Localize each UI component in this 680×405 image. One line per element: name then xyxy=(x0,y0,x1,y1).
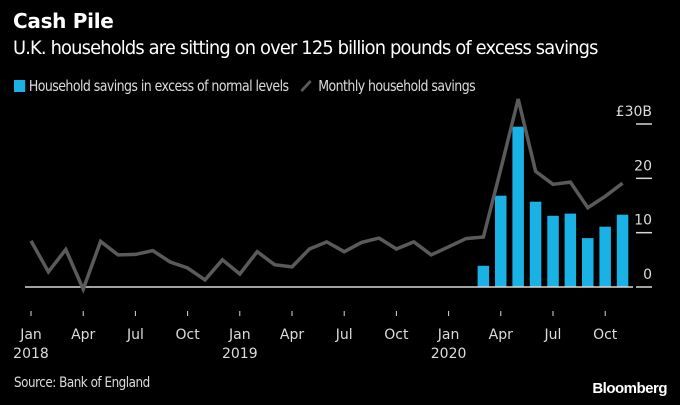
bar-2020-06 xyxy=(529,201,542,287)
x-tick-label: Jan xyxy=(228,327,251,343)
x-tick-label: Apr xyxy=(280,327,304,343)
x-tick-label: Jul xyxy=(126,327,144,343)
legend-bar-label: Household savings in excess of normal le… xyxy=(28,77,289,95)
chart-title: Cash Pile xyxy=(13,9,114,33)
x-tick-label: Jan xyxy=(437,327,460,343)
x-tick-label: Jul xyxy=(335,327,353,343)
x-tick-label: Oct xyxy=(593,327,618,343)
x-tick-label: Apr xyxy=(489,327,513,343)
monthly-savings-line xyxy=(29,98,624,294)
x-tick-label: Oct xyxy=(175,327,200,343)
bar-2020-09 xyxy=(582,238,594,287)
bar-2020-10 xyxy=(599,226,611,287)
bar-2020-04 xyxy=(495,195,507,287)
x-tick-label: Apr xyxy=(71,327,95,343)
y-tick-label: 10 xyxy=(634,213,652,229)
legend: Household savings in excess of normal le… xyxy=(14,77,476,95)
x-tick-label: Jul xyxy=(544,327,562,343)
bloomberg-logo: Bloomberg xyxy=(592,380,667,397)
x-tick-label: Oct xyxy=(384,327,409,343)
bar-2020-05 xyxy=(512,126,524,287)
legend-line-label: Monthly household savings xyxy=(318,77,476,95)
x-tick-label: Jan xyxy=(19,327,42,343)
bar-series xyxy=(477,126,629,287)
x-tick-year-label: 2019 xyxy=(222,346,258,362)
bar-legend-swatch-icon xyxy=(14,80,26,92)
x-tick-year-label: 2020 xyxy=(431,346,467,362)
x-tick-year-label: 2018 xyxy=(13,346,49,362)
line-series-group xyxy=(29,98,624,294)
y-axis: £30B 20 10 0 xyxy=(616,104,652,288)
y-tick-label: 20 xyxy=(634,158,652,174)
source-note: Source: Bank of England xyxy=(14,375,150,391)
chart-subtitle: U.K. households are sitting on over 125 … xyxy=(13,37,598,59)
bar-2020-11 xyxy=(616,214,629,287)
bar-2020-08 xyxy=(564,213,577,287)
y-tick-label: £30B xyxy=(616,104,652,120)
y-tick-label: 0 xyxy=(643,267,652,283)
x-axis: Jan 2018 Apr Jul Oct Jan 2019 Apr Jul Oct Jan 2020 A… xyxy=(13,311,618,362)
line-legend-swatch-icon xyxy=(300,79,312,93)
bar-2020-07 xyxy=(547,215,559,287)
bar-2020-03 xyxy=(477,265,490,287)
